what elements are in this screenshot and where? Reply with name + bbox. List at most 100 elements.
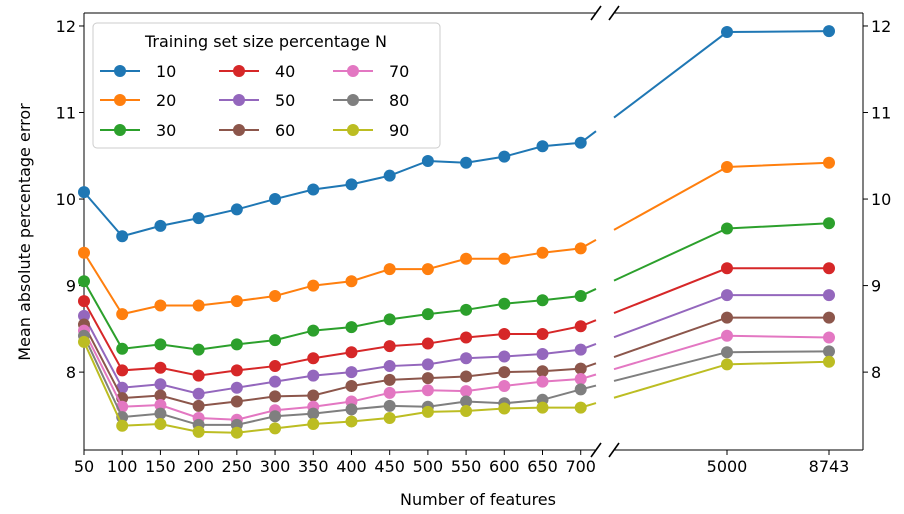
x-tick-label: 450: [374, 457, 405, 476]
y-tick-label-left: 12: [56, 17, 76, 36]
data-point: [230, 395, 243, 408]
data-point: [460, 303, 473, 316]
data-point: [498, 297, 511, 310]
data-point: [307, 369, 320, 382]
x-tick-label: 5000: [707, 457, 748, 476]
series-line-right: [613, 360, 830, 399]
legend-swatch-marker: [347, 65, 359, 77]
data-point: [154, 418, 167, 431]
y-tick-label-left: 9: [66, 277, 76, 296]
data-point: [536, 365, 549, 378]
data-point: [574, 343, 587, 356]
data-point: [230, 295, 243, 308]
data-point: [498, 379, 511, 392]
legend-item-50: 50: [219, 91, 295, 110]
data-point: [269, 193, 282, 206]
data-point: [574, 373, 587, 386]
data-point: [345, 403, 358, 416]
series-60: [78, 311, 835, 412]
data-point: [498, 150, 511, 163]
data-point: [307, 418, 320, 431]
data-point: [536, 401, 549, 414]
data-point: [383, 313, 396, 326]
data-point: [823, 355, 835, 368]
x-tick-label: 350: [298, 457, 329, 476]
series-line-right: [613, 222, 830, 282]
x-tick-label: 250: [222, 457, 253, 476]
data-point: [269, 410, 282, 423]
x-tick-label: 8743: [809, 457, 850, 476]
series-line-right: [613, 267, 829, 314]
data-point: [536, 328, 549, 341]
data-point: [230, 364, 243, 377]
data-point: [345, 366, 358, 379]
x-tick-label: 50: [74, 457, 94, 476]
data-point: [154, 399, 167, 412]
data-point: [307, 352, 320, 365]
data-point: [823, 156, 835, 169]
x-tick-label: 300: [260, 457, 291, 476]
data-point: [498, 252, 511, 265]
data-point: [823, 262, 835, 275]
series-10: [78, 25, 835, 243]
x-tick-label: 700: [565, 457, 596, 476]
data-point: [154, 219, 167, 232]
data-point: [574, 320, 587, 333]
data-point: [460, 385, 473, 398]
data-point: [460, 395, 473, 408]
legend-label: 40: [275, 62, 295, 81]
data-point: [78, 186, 90, 199]
data-point: [498, 402, 511, 415]
data-point: [383, 411, 396, 424]
plot-area-right: [614, 12, 864, 451]
data-point: [421, 358, 434, 371]
legend-label: 60: [275, 121, 295, 140]
data-point: [192, 343, 205, 356]
data-point: [230, 338, 243, 351]
series-40: [78, 262, 835, 382]
legend-item-30: 30: [100, 121, 176, 140]
series-20: [78, 156, 835, 321]
x-axis-ticks: 50 100 150 200 250 300 350 400 450 500 550 600 650 70…: [74, 450, 850, 476]
y-tick-label-left: 8: [66, 363, 76, 382]
y-tick-label-left: 11: [56, 104, 76, 123]
x-tick-label: 100: [107, 457, 138, 476]
y-tick-label-right: 10: [871, 190, 891, 209]
data-point: [460, 331, 473, 344]
data-point: [269, 375, 282, 388]
data-point: [498, 350, 511, 363]
legend-item-60: 60: [219, 121, 295, 140]
data-point: [345, 379, 358, 392]
break-mark-bottom-right: [608, 442, 620, 458]
data-point: [307, 183, 320, 196]
data-point: [269, 289, 282, 302]
y-tick-label-left: 10: [56, 190, 76, 209]
data-point: [345, 321, 358, 334]
data-point: [421, 337, 434, 350]
legend-swatch-marker: [114, 65, 126, 77]
data-point: [307, 407, 320, 420]
legend-swatch-marker: [347, 94, 359, 106]
legend-label: 20: [156, 91, 176, 110]
data-point: [574, 383, 587, 396]
data-point: [460, 405, 473, 418]
data-point: [345, 346, 358, 359]
data-point: [383, 360, 396, 373]
data-point: [536, 140, 549, 153]
data-point: [269, 334, 282, 347]
data-point: [536, 246, 549, 259]
data-point: [269, 360, 282, 373]
data-point: [574, 289, 587, 302]
data-point: [154, 299, 167, 312]
x-tick-label: 650: [527, 457, 558, 476]
series-90: [78, 335, 835, 439]
data-point: [721, 358, 733, 371]
data-point: [383, 399, 396, 412]
legend-label: 90: [389, 121, 409, 140]
data-point: [154, 389, 167, 402]
data-point: [823, 25, 835, 38]
data-point: [307, 279, 320, 292]
data-point: [574, 136, 587, 149]
data-point: [154, 338, 167, 351]
